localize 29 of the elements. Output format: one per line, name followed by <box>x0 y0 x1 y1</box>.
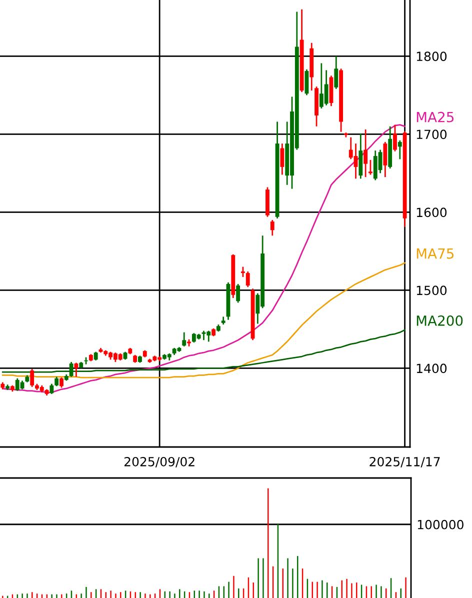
candlestick <box>393 124 397 152</box>
x-tick-label: 2025/09/02 <box>124 456 194 468</box>
series-label: MA25 <box>416 112 454 122</box>
x-tick-label: 2025/11/17 <box>370 456 440 468</box>
candlestick <box>241 266 245 278</box>
candlestick <box>270 219 274 236</box>
candlestick <box>236 283 240 304</box>
candlestick <box>246 270 250 288</box>
line-series <box>2 124 406 394</box>
series-label: MA75 <box>416 248 454 259</box>
candlestick <box>54 376 59 387</box>
y-tick-label: 1600 <box>416 208 447 218</box>
candlestick <box>69 361 74 378</box>
candlestick <box>368 159 372 176</box>
candlestick <box>364 128 368 178</box>
candlestick <box>334 55 338 90</box>
y-tick-label: 1700 <box>416 130 447 140</box>
y-tick-label: 1500 <box>416 286 447 296</box>
y-tick-label: 1400 <box>416 364 447 374</box>
candlestick <box>60 376 64 388</box>
candlestick <box>398 140 402 160</box>
y-tick-label: 1800 <box>416 52 447 62</box>
candlestick <box>50 383 54 395</box>
candlestick <box>30 368 34 388</box>
candlestick <box>280 142 284 176</box>
candlestick <box>383 141 388 178</box>
series-label: MA200 <box>416 315 463 326</box>
y-tick-label: 100000 <box>418 520 464 530</box>
candlestick <box>182 332 186 348</box>
